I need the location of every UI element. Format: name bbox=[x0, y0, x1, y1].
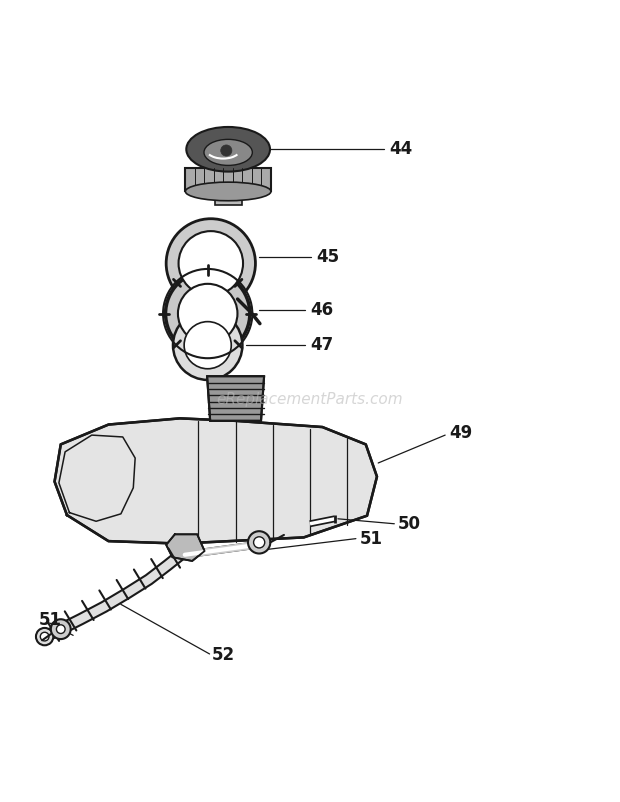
Text: 49: 49 bbox=[450, 424, 472, 442]
Text: 50: 50 bbox=[398, 515, 421, 533]
Circle shape bbox=[56, 625, 65, 634]
Circle shape bbox=[51, 619, 71, 639]
Text: 52: 52 bbox=[212, 646, 235, 664]
Text: 51: 51 bbox=[38, 611, 61, 630]
Polygon shape bbox=[215, 192, 242, 205]
Circle shape bbox=[254, 537, 265, 548]
Polygon shape bbox=[185, 168, 271, 192]
Ellipse shape bbox=[186, 127, 270, 172]
Text: 44: 44 bbox=[389, 140, 413, 158]
Polygon shape bbox=[207, 376, 264, 421]
Circle shape bbox=[166, 219, 255, 308]
Polygon shape bbox=[166, 534, 205, 561]
Text: 47: 47 bbox=[310, 336, 334, 354]
Circle shape bbox=[36, 628, 53, 646]
Circle shape bbox=[166, 271, 250, 356]
Circle shape bbox=[184, 322, 231, 369]
Ellipse shape bbox=[185, 182, 271, 200]
Circle shape bbox=[173, 310, 242, 380]
Circle shape bbox=[248, 531, 270, 553]
Text: 45: 45 bbox=[316, 248, 339, 266]
Circle shape bbox=[40, 632, 49, 641]
Text: 51: 51 bbox=[360, 529, 383, 548]
Circle shape bbox=[179, 231, 243, 296]
Polygon shape bbox=[55, 419, 377, 544]
Text: eReplacementParts.com: eReplacementParts.com bbox=[216, 392, 404, 407]
Ellipse shape bbox=[204, 140, 252, 165]
Text: 46: 46 bbox=[310, 302, 333, 319]
Circle shape bbox=[221, 145, 232, 156]
Circle shape bbox=[178, 284, 237, 343]
